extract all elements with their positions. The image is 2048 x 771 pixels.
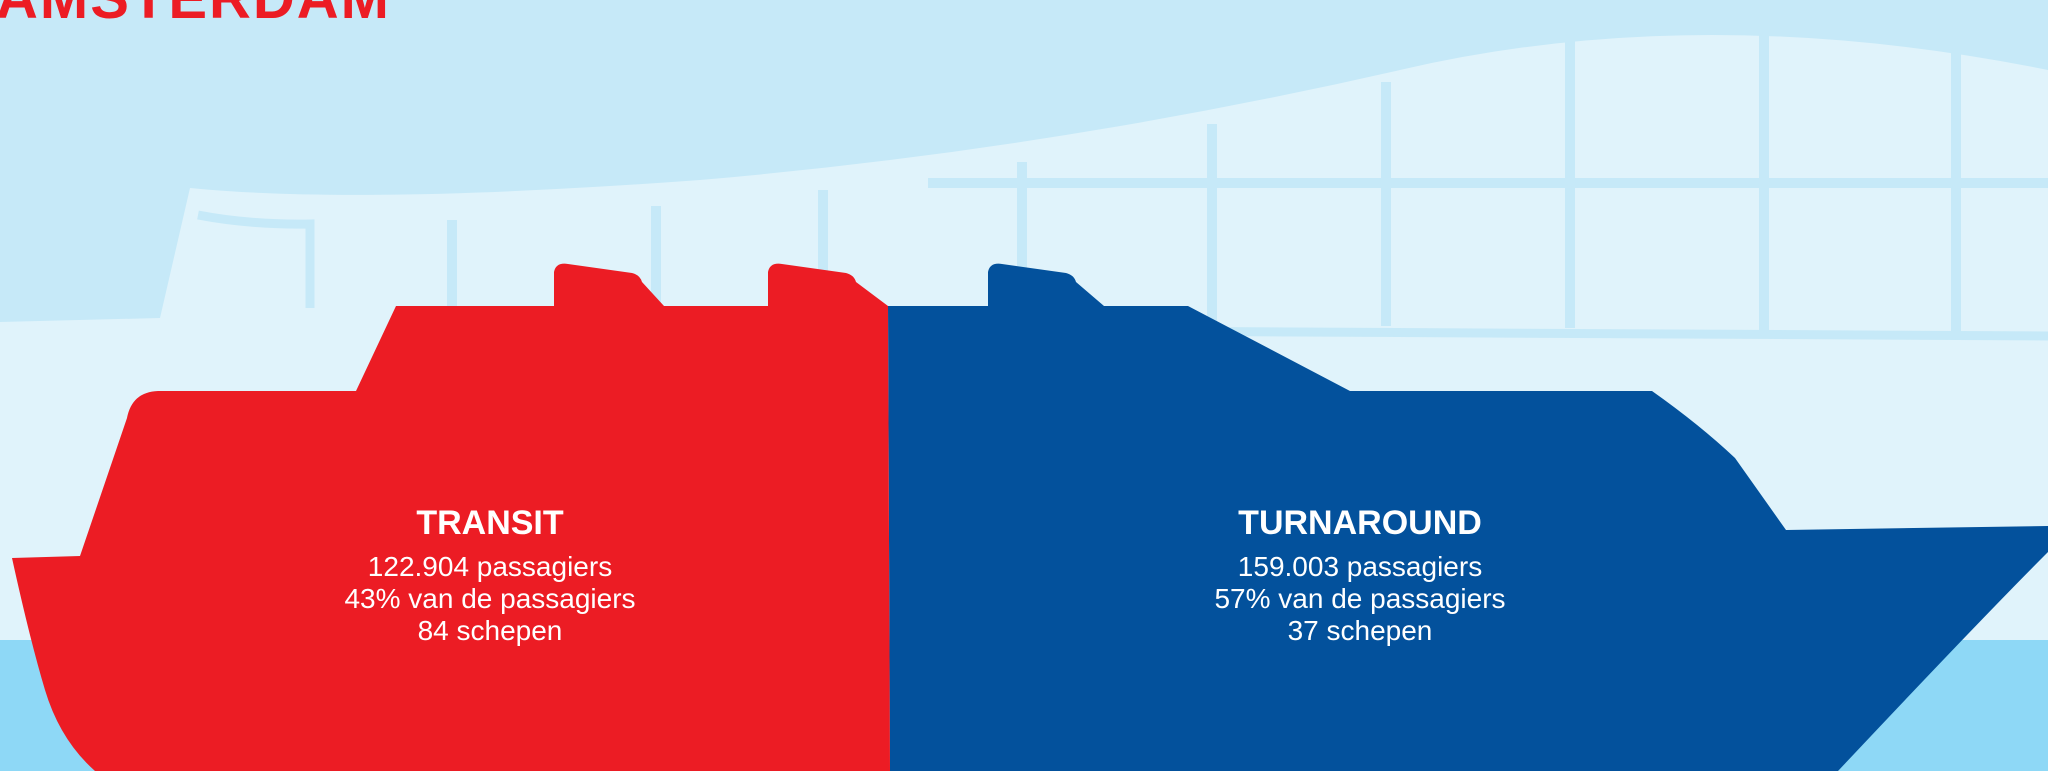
turnaround-title: TURNAROUND [1238,504,1482,542]
transit-ship-hull [12,263,890,771]
transit-ships: 84 schepen [417,615,563,646]
transit-panel: TRANSIT 122.904 passagiers 43% van de pa… [290,503,690,647]
transit-passengers: 122.904 passagiers [367,551,613,582]
turnaround-passengers: 159.003 passagiers [1237,551,1483,582]
turnaround-share: 57% van de passagiers [1214,583,1506,614]
turnaround-ship-hull [888,263,2048,771]
transit-share: 43% van de passagiers [344,583,636,614]
terminal-structure [197,14,2048,341]
turnaround-ships: 37 schepen [1287,615,1433,646]
page-heading: AMSTERDAM [0,0,391,28]
turnaround-panel: TURNAROUND 159.003 passagiers 57% van de… [1160,503,1560,647]
transit-title: TRANSIT [416,504,564,542]
